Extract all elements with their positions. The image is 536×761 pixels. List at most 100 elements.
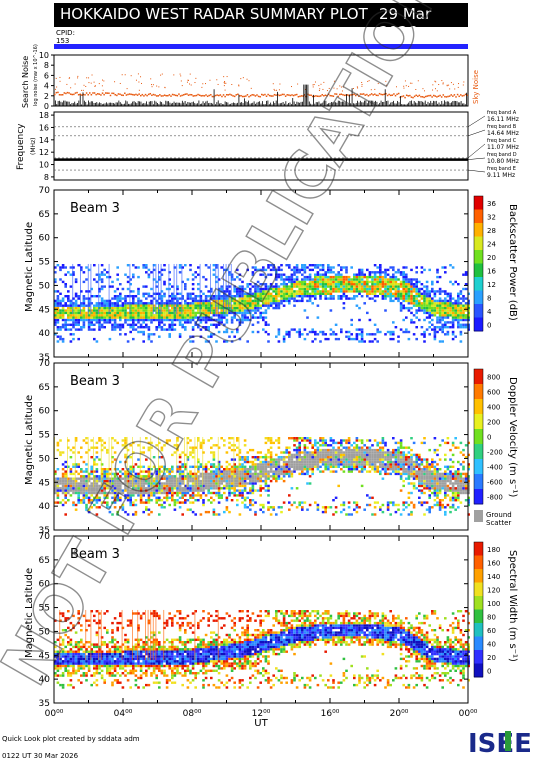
cpid-bar [54,44,468,49]
heatmap-cell [308,264,312,267]
heatmap-cell [282,463,286,466]
heatmap-cell [311,463,314,466]
heatmap-cell [303,458,307,461]
heatmap-cell [217,321,221,324]
heatmap-cell [204,297,208,300]
heatmap-cell [126,316,130,319]
heatmap-cell [418,306,421,310]
heatmap-cell [295,278,299,281]
sky-noise-point [359,93,362,95]
heatmap-cell [116,314,119,317]
heatmap-cell [277,295,281,298]
heatmap-cell [241,482,244,485]
heatmap-cell [293,278,296,281]
heatmap-cell [67,299,70,303]
heatmap-cell [194,302,197,305]
heatmap-cell [212,465,216,468]
heatmap-cell [449,264,452,267]
heatmap-cell [129,304,132,307]
heatmap-cell [93,311,96,315]
heatmap-cell [327,448,330,452]
heatmap-cell [269,460,273,464]
heatmap-cell [217,311,221,315]
heatmap-cell [142,489,145,492]
heatmap-cell [199,314,203,317]
heatmap-cell [171,475,174,478]
heatmap-cell [158,468,161,471]
heatmap-cell [243,506,247,509]
heatmap-cell [451,314,455,317]
heatmap-cell [360,463,364,466]
heatmap-cell [324,510,327,514]
heatmap-cell [420,287,424,291]
heatmap-cell [98,475,101,478]
search-noise-point [250,87,252,89]
search-noise-point [202,83,204,85]
heatmap-cell [147,489,151,492]
search-noise-point [441,80,443,82]
heatmap-cell [186,302,190,305]
heatmap-cell [111,496,114,499]
heatmap-cell [449,280,452,284]
sky-noise-point [130,93,132,96]
heatmap-cell [241,314,244,317]
heatmap-cell [150,468,153,471]
heatmap-cell [249,306,252,310]
heatmap-cell [288,299,291,303]
heatmap-cell [243,468,247,471]
heatmap-cell [423,306,426,310]
heatmap-cell [251,499,255,502]
heatmap-cell [254,456,257,459]
heatmap-cell [147,275,151,279]
heatmap-cell [415,295,418,298]
heatmap-cell [407,290,411,293]
heatmap-cell [215,299,218,303]
heatmap-cell [113,506,117,509]
frequency-tick-label: 18 [39,111,49,120]
heatmap-cell [176,306,179,310]
heatmap-cell [441,323,444,326]
heatmap-cell [321,506,325,509]
heatmap-cell [249,299,252,303]
heatmap-cell [337,295,340,298]
heatmap-cell [59,314,62,317]
heatmap-cell [173,266,177,269]
heatmap-cell [446,330,450,334]
heatmap-cell [353,460,356,464]
heatmap-cell [303,448,307,452]
heatmap-cell [215,264,218,267]
heatmap-cell [262,328,265,331]
heatmap-cell [147,479,151,483]
heatmap-cell [93,487,96,490]
heatmap-cell [405,292,408,295]
heatmap-cell [64,513,67,516]
heatmap-cell [306,482,309,485]
heatmap-cell [327,278,330,281]
heatmap-cell [199,290,203,293]
heatmap-cell [462,309,465,312]
heatmap-cell [267,437,270,440]
heatmap-cell [176,465,179,468]
heatmap-cell [405,278,408,281]
heatmap-cell [337,451,340,454]
heatmap-cell [350,266,353,269]
heatmap-cell [100,448,104,452]
heatmap-cell [142,309,145,312]
search-noise-point [403,87,405,89]
search-noise-point [417,80,419,82]
heatmap-cell [467,326,470,329]
search-noise-point [368,80,370,82]
heatmap-cell [254,458,257,461]
search-noise-point [408,85,410,87]
heatmap-cell [334,456,338,459]
heatmap-cell [342,503,346,507]
heatmap-cell [77,489,80,492]
sky-noise-point [225,93,228,96]
heatmap-cell [345,271,348,274]
heatmap-cell [64,311,67,315]
heatmap-cell [77,484,80,488]
heatmap-streak [155,263,157,315]
heatmap-cell [145,264,148,267]
sky-noise-point [195,94,198,97]
heatmap-cell [184,501,187,504]
